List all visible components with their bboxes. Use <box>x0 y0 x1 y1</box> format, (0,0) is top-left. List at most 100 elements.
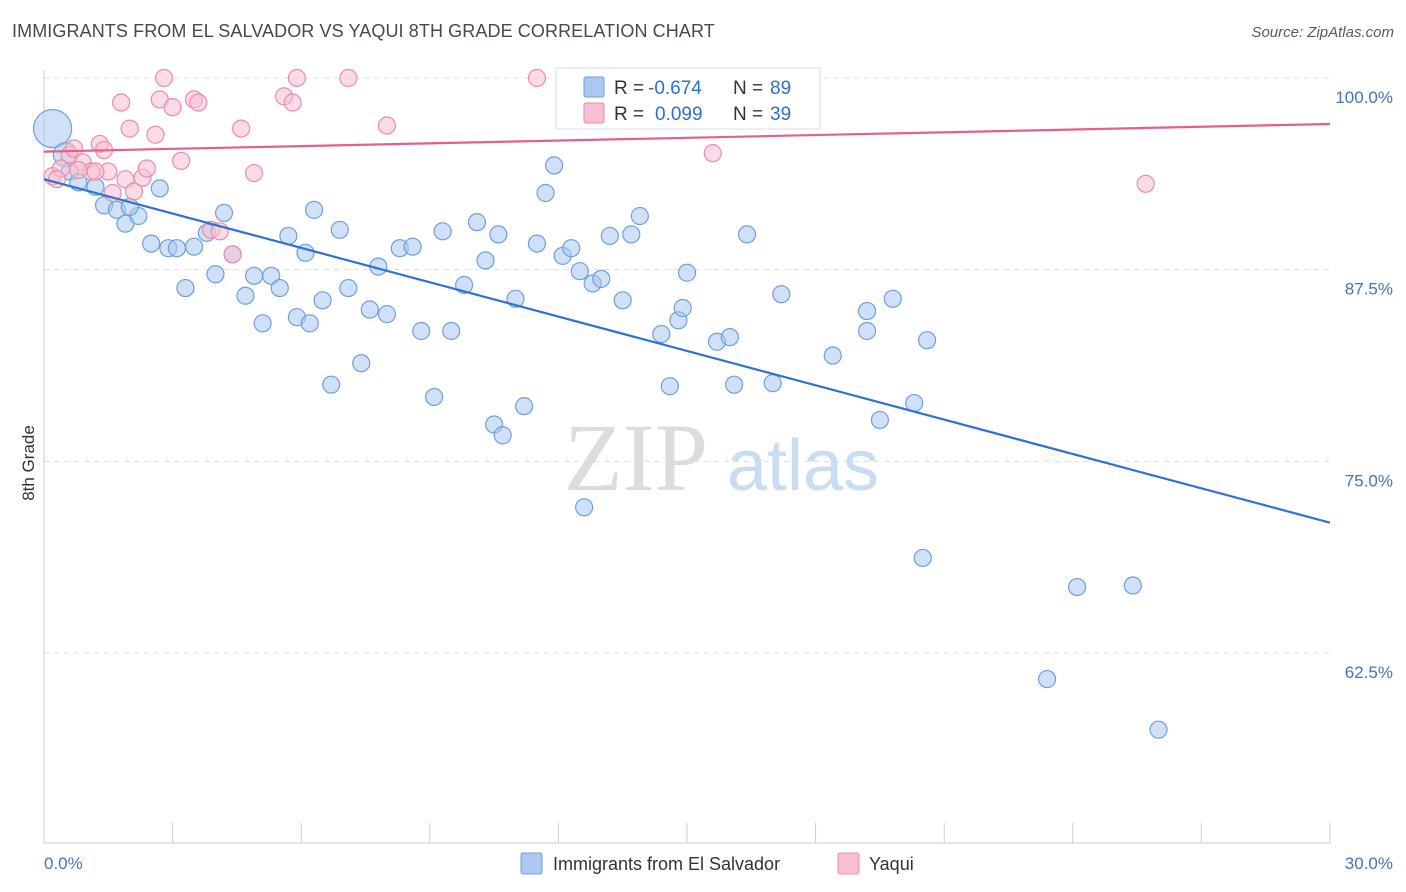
point-blue-67 <box>677 263 697 282</box>
point-blue-61 <box>622 225 641 244</box>
series-legend-label-blue: Immigrants from El Salvador <box>553 854 780 874</box>
y-tick-label-2: 87.5% <box>1345 280 1393 299</box>
point-blue-43 <box>467 213 487 232</box>
legend-r-value-blue: -0.674 <box>648 78 702 99</box>
point-blue-16 <box>206 265 225 284</box>
point-blue-9 <box>142 234 161 253</box>
point-blue-22 <box>262 266 281 285</box>
point-blue-32 <box>352 354 371 373</box>
watermark: ZIP atlas <box>564 404 879 511</box>
point-blue-88 <box>300 314 319 333</box>
y-tick-label-3: 100.0% <box>1335 88 1393 107</box>
point-blue-56 <box>575 498 594 517</box>
point-blue-28 <box>313 291 332 310</box>
series-legend: Immigrants from El Salvador Yaqui <box>520 852 914 875</box>
legend-r-label-pink: R = <box>614 104 644 125</box>
point-pink-24 <box>223 245 242 264</box>
point-blue-37 <box>403 237 422 256</box>
point-blue-33 <box>360 300 379 319</box>
y-tick-label-1: 75.0% <box>1345 471 1393 490</box>
series-pink <box>43 68 1155 264</box>
point-blue-66 <box>673 298 692 318</box>
series-legend-swatch-blue <box>520 852 543 875</box>
legend-r-value-pink: 0.099 <box>655 104 703 125</box>
point-pink-12 <box>124 182 144 201</box>
legend-swatch-pink <box>583 102 605 124</box>
point-pink-37 <box>69 160 88 180</box>
point-blue-14 <box>184 237 204 256</box>
legend-r-label-blue: R = <box>614 78 644 99</box>
point-blue-59 <box>600 226 619 246</box>
stats-legend: R = -0.674 N = 89 R = 0.099 N = 39 <box>555 67 821 130</box>
point-pink-21 <box>189 93 208 112</box>
x-ticks <box>43 823 1331 843</box>
point-pink-30 <box>339 68 358 88</box>
chart-title: IMMIGRANTS FROM EL SALVADOR VS YAQUI 8TH… <box>12 21 715 41</box>
point-blue-49 <box>515 397 534 416</box>
point-blue-75 <box>823 346 842 365</box>
y-tick-label-0: 62.5% <box>1345 663 1393 682</box>
point-blue-84 <box>1067 577 1087 597</box>
point-pink-15 <box>146 125 165 144</box>
point-blue-39 <box>424 387 444 407</box>
point-blue-35 <box>377 305 397 324</box>
point-blue-77 <box>857 321 877 341</box>
point-pink-38 <box>86 162 105 181</box>
legend-n-label-blue: N = <box>733 78 763 99</box>
point-blue-64 <box>660 377 679 396</box>
point-blue-13 <box>176 278 195 298</box>
point-pink-26 <box>244 163 264 183</box>
point-blue-74 <box>772 285 791 304</box>
point-blue-55 <box>570 262 589 281</box>
point-blue-44 <box>476 251 495 270</box>
point-blue-51 <box>536 183 555 203</box>
point-pink-29 <box>287 68 307 88</box>
legend-n-value-blue: 89 <box>770 78 791 99</box>
point-blue-45 <box>489 225 508 244</box>
point-blue-72 <box>737 225 757 244</box>
point-pink-11 <box>120 119 139 138</box>
point-blue-23 <box>270 278 289 298</box>
point-blue-63 <box>652 324 671 344</box>
point-pink-14 <box>137 159 156 178</box>
trend-line-pink <box>43 122 1331 153</box>
point-blue-83 <box>1037 669 1057 689</box>
series-legend-label-pink: Yaqui <box>869 854 914 874</box>
point-blue-58 <box>592 269 611 288</box>
point-blue-81 <box>917 331 937 350</box>
legend-swatch-blue <box>583 76 605 98</box>
point-blue-21 <box>253 314 272 333</box>
point-blue-17 <box>214 203 234 223</box>
x-tick-label-0: 0.0% <box>44 854 83 873</box>
chart-source: Source: ZipAtlas.com <box>1251 24 1394 41</box>
point-pink-31 <box>377 116 397 135</box>
point-blue-60 <box>613 291 632 310</box>
point-pink-18 <box>163 98 182 117</box>
point-blue-82 <box>913 548 932 568</box>
point-blue-62 <box>630 206 649 226</box>
x-tick-label-30: 30.0% <box>1345 854 1393 873</box>
y-tick-labels: 62.5% 75.0% 87.5% 100.0% <box>1335 88 1393 682</box>
trend-lines <box>43 122 1331 524</box>
watermark-atlas: atlas <box>727 426 879 506</box>
point-blue-27 <box>304 200 324 219</box>
point-blue-79 <box>883 289 902 308</box>
point-blue-40 <box>433 222 452 241</box>
point-pink-28 <box>283 93 302 112</box>
point-blue-70 <box>720 328 739 347</box>
grid-lines <box>44 77 1330 654</box>
point-blue-41 <box>442 321 461 341</box>
point-blue-86 <box>1149 720 1168 739</box>
point-blue-47 <box>493 426 512 445</box>
legend-n-value-pink: 39 <box>770 104 791 125</box>
point-blue-30 <box>330 220 349 239</box>
point-blue-20 <box>244 266 264 285</box>
point-pink-33 <box>703 144 722 163</box>
point-blue-10 <box>150 179 169 198</box>
point-blue-54 <box>562 239 581 258</box>
point-blue-0 <box>32 109 73 149</box>
point-pink-32 <box>527 68 547 88</box>
watermark-zip: ZIP <box>564 404 708 511</box>
point-blue-50 <box>527 234 547 253</box>
